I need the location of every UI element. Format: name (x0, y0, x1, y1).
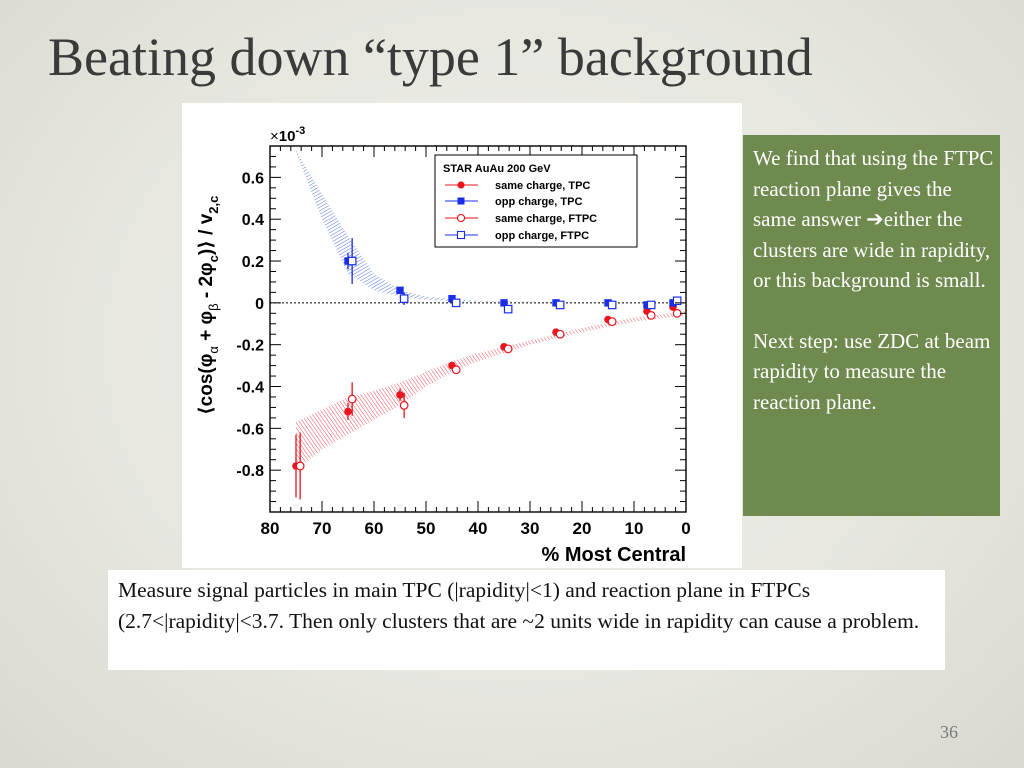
series-1 (344, 252, 677, 309)
y-tick-label: -0.8 (236, 463, 264, 480)
data-point (344, 407, 352, 416)
legend-entry-same-ftpc: same charge, FTPC (445, 213, 597, 225)
y-label-sub-beta: β (206, 303, 221, 310)
data-point (347, 394, 357, 404)
y-label-plus: + φ (196, 311, 217, 346)
x-tick-label: 80 (261, 519, 280, 538)
x-tick-label: 10 (625, 519, 644, 538)
data-point (646, 311, 656, 320)
side-note: We find that using the FTPC reaction pla… (743, 135, 1000, 516)
legend: STAR AuAu 200 GeV same charge, TPC opp c… (434, 154, 638, 248)
data-point (672, 308, 682, 318)
x-axis-label: % Most Central (542, 544, 686, 566)
side-note-paragraph-1: We find that using the FTPC reaction pla… (753, 146, 994, 292)
legend-label-same-ftpc: same charge, FTPC (495, 213, 597, 225)
svg-text:⟨cos(φα + φβ - 2φc)⟩ / v2,c: ⟨cos(φα + φβ - 2φc)⟩ / v2,c (196, 196, 221, 415)
y-tick-label: 0.2 (242, 254, 264, 271)
series-2 (295, 308, 682, 500)
correlation-chart: 80 70 60 50 40 30 20 10 0 0.6 0.4 0.2 0 -0.2 -0.4 -0.6… (196, 125, 691, 566)
data-point (503, 304, 513, 314)
y-multiplier-exp: -3 (295, 125, 305, 137)
x-tick-label: 30 (521, 519, 540, 538)
data-point (607, 317, 617, 327)
data-points (292, 238, 682, 500)
y-multiplier-base: 10 (279, 128, 296, 145)
data-point (396, 286, 404, 295)
data-point (399, 400, 409, 410)
data-point (555, 329, 565, 339)
data-point (607, 300, 617, 310)
y-axis-label: ⟨cos(φα + φβ - 2φc)⟩ / v2,c (196, 196, 221, 415)
legend-entry-opp-ftpc: opp charge, FTPC (445, 230, 589, 242)
data-point (399, 294, 409, 303)
page-number: 36 (940, 722, 958, 742)
slide-title: Beating down “type 1” background (48, 27, 813, 87)
axis-ticks (269, 145, 687, 513)
data-point (295, 461, 305, 471)
caption: Measure signal particles in main TPC (|r… (108, 570, 945, 670)
legend-label-same-tpc: same charge, TPC (495, 180, 590, 192)
series-3 (347, 238, 682, 314)
x-tick-labels: 80 70 60 50 40 30 20 10 0 (261, 519, 691, 538)
y-tick-label: 0.4 (242, 212, 264, 229)
legend-entry-opp-tpc: opp charge, TPC (445, 196, 582, 208)
data-point (500, 299, 508, 307)
x-tick-label: 50 (417, 519, 436, 538)
legend-label-opp-ftpc: opp charge, FTPC (495, 230, 589, 242)
x-tick-label: 40 (469, 519, 488, 538)
plot-panel: 80 70 60 50 40 30 20 10 0 0.6 0.4 0.2 0 -0.2 -0.4 -0.6… (182, 103, 742, 568)
caption-text: Measure signal particles in main TPC (|r… (118, 578, 920, 633)
data-point (347, 256, 357, 266)
y-tick-label: -0.2 (236, 338, 264, 355)
y-tick-labels: 0.6 0.4 0.2 0 -0.2 -0.4 -0.6 -0.8 (236, 170, 264, 480)
y-tick-label: -0.4 (236, 380, 264, 397)
band-1 (296, 311, 686, 471)
y-label-sub-2c: 2,c (206, 196, 221, 214)
y-label-open: ⟨cos(φ (196, 354, 217, 415)
x-tick-label: 20 (573, 519, 592, 538)
data-point (646, 300, 656, 310)
y-multiplier-times: × (270, 128, 279, 145)
y-tick-label: -0.6 (236, 421, 264, 438)
x-tick-label: 0 (681, 519, 690, 538)
legend-label-opp-tpc: opp charge, TPC (495, 196, 582, 208)
data-point (555, 300, 565, 310)
x-tick-label: 60 (365, 519, 384, 538)
x-tick-label: 70 (313, 519, 332, 538)
y-tick-label: 0.6 (242, 170, 264, 187)
y-multiplier: ×10-3 (270, 125, 305, 145)
y-label-minus: - 2φ (196, 262, 217, 303)
data-point (396, 391, 404, 399)
data-point (451, 365, 461, 375)
legend-title: STAR AuAu 200 GeV (443, 163, 551, 175)
data-point (503, 344, 513, 354)
legend-entry-same-tpc: same charge, TPC (445, 180, 590, 192)
side-note-paragraph-2: Next step: use ZDC at beam rapidity to m… (753, 328, 991, 414)
data-point (451, 298, 461, 308)
y-label-sub-c: c (206, 255, 221, 262)
y-label-sub-alpha: α (206, 346, 221, 354)
data-point (672, 296, 682, 306)
y-tick-label: 0 (255, 296, 264, 313)
y-label-close: )⟩ / v (196, 213, 217, 255)
uncertainty-bands (296, 150, 686, 471)
